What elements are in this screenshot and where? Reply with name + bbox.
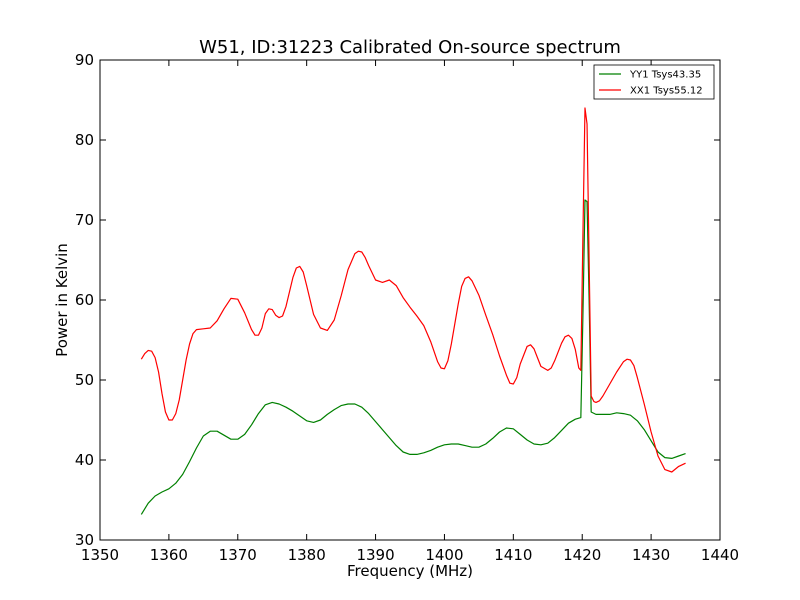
- x-tick-label: 1440: [701, 546, 739, 564]
- x-tick-label: 1420: [563, 546, 601, 564]
- series-layer: [140, 107, 686, 515]
- series-line-0: [140, 199, 686, 515]
- legend: YY1 Tsys43.35 XX1 Tsys55.12: [593, 64, 715, 100]
- x-tick-label: 1410: [494, 546, 532, 564]
- x-tick-label: 1390: [356, 546, 394, 564]
- y-tick-label: 50: [75, 371, 94, 389]
- x-axis-label: Frequency (MHz): [347, 562, 473, 580]
- y-tick-label: 80: [75, 131, 94, 149]
- x-axis-ticks: 1350 1360 1370 1380 1390 1400 1410 1420 1430 1440: [81, 60, 739, 564]
- x-tick-label: 1360: [150, 546, 188, 564]
- legend-entries: YY1 Tsys43.35 XX1 Tsys55.12: [599, 70, 703, 97]
- y-tick-label: 30: [75, 531, 94, 549]
- y-tick-label: 60: [75, 291, 94, 309]
- x-tick-label: 1400: [425, 546, 463, 564]
- series-line-1: [140, 107, 686, 473]
- legend-label-1: XX1 Tsys55.12: [630, 86, 703, 97]
- y-tick-label: 40: [75, 451, 94, 469]
- y-axis-ticks: 30 40 50 60 70 80 90: [75, 51, 720, 549]
- x-tick-label: 1380: [288, 546, 326, 564]
- x-tick-label: 1430: [632, 546, 670, 564]
- x-tick-label: 1370: [219, 546, 257, 564]
- y-axis-label: Power in Kelvin: [53, 243, 71, 357]
- legend-box: [593, 64, 715, 100]
- x-tick-label: 1350: [81, 546, 119, 564]
- legend-label-0: YY1 Tsys43.35: [629, 70, 701, 81]
- y-tick-label: 70: [75, 211, 94, 229]
- chart-title: W51, ID:31223 Calibrated On-source spect…: [199, 37, 621, 58]
- y-tick-label: 90: [75, 51, 94, 69]
- plot-area: [100, 60, 720, 540]
